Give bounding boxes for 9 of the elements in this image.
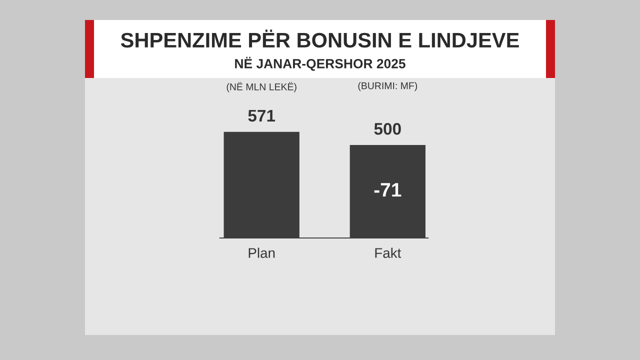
text: (NË MLN LEKË) [226, 82, 296, 92]
x-tick-label: Fakt [375, 248, 402, 258]
data-label: 500 [374, 123, 401, 135]
text: (BURIMI: MF) [358, 82, 418, 92]
annotation: -71 [374, 183, 402, 197]
data-label: 571 [248, 110, 276, 122]
x-tick-label: Plan [248, 248, 275, 258]
chart-subtitle: NË JANAR-QERSHOR 2025 [235, 56, 406, 71]
chart-title: SHPENZIME PËR BONUSIN E LINDJEVE [120, 30, 519, 48]
